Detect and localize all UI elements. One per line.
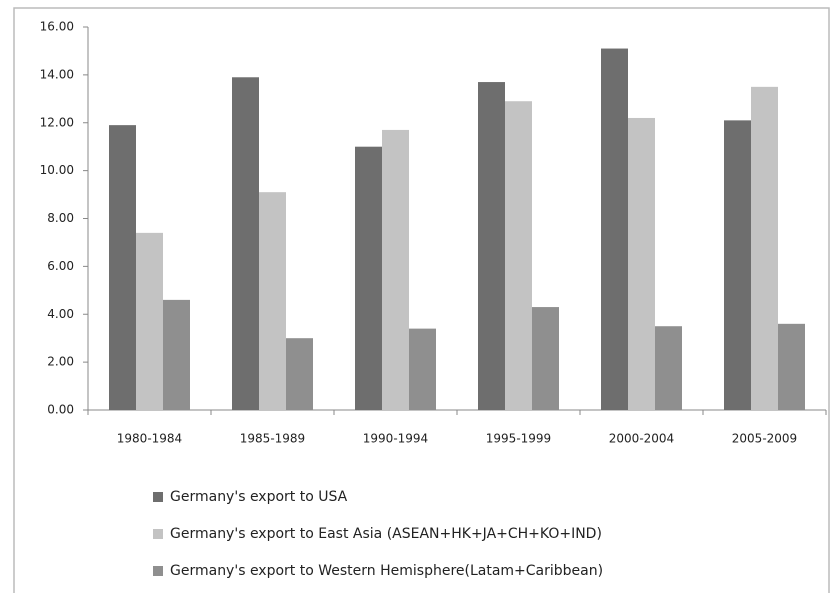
chart-frame	[13, 7, 830, 597]
bar	[655, 326, 682, 410]
y-tick-label: 0.00	[47, 403, 74, 417]
x-tick-label: 1995-1999	[486, 432, 551, 446]
y-tick-label: 6.00	[47, 259, 74, 273]
x-tick-label: 1990-1994	[363, 432, 428, 446]
y-tick-label: 10.00	[40, 163, 74, 177]
legend-swatch	[153, 566, 163, 576]
y-tick-label: 14.00	[40, 67, 74, 81]
bar	[751, 86, 778, 410]
bar	[505, 101, 532, 411]
y-tick-label: 8.00	[47, 211, 74, 225]
legend-label: Germany's export to Western Hemisphere(L…	[170, 563, 603, 579]
legend-label: Germany's export to East Asia (ASEAN+HK+…	[170, 526, 602, 542]
y-tick-label: 4.00	[47, 307, 74, 321]
bar	[259, 192, 286, 410]
bar	[136, 232, 163, 410]
legend-swatch	[153, 492, 163, 502]
bar	[109, 125, 136, 411]
bar	[409, 328, 436, 410]
bar	[532, 307, 559, 410]
bar	[628, 117, 655, 411]
bar	[286, 338, 313, 410]
legend-label: Germany's export to USA	[170, 489, 348, 505]
legend-swatch	[153, 529, 163, 539]
y-tick-label: 16.00	[40, 20, 74, 34]
y-tick-label: 12.00	[40, 115, 74, 129]
x-tick-label: 2000-2004	[609, 432, 674, 446]
bar	[778, 323, 805, 410]
y-tick-label: 2.00	[47, 355, 74, 369]
x-tick-label: 1980-1984	[117, 432, 182, 446]
bar	[355, 146, 382, 410]
bar	[601, 48, 628, 410]
x-tick-label: 2005-2009	[732, 432, 797, 446]
bar	[724, 120, 751, 410]
bar	[163, 299, 190, 410]
bar	[232, 77, 259, 411]
bar	[382, 129, 409, 410]
legend: Germany's export to USA Germany's export …	[153, 489, 603, 579]
x-tick-label: 1985-1989	[240, 432, 305, 446]
bar	[478, 82, 505, 411]
